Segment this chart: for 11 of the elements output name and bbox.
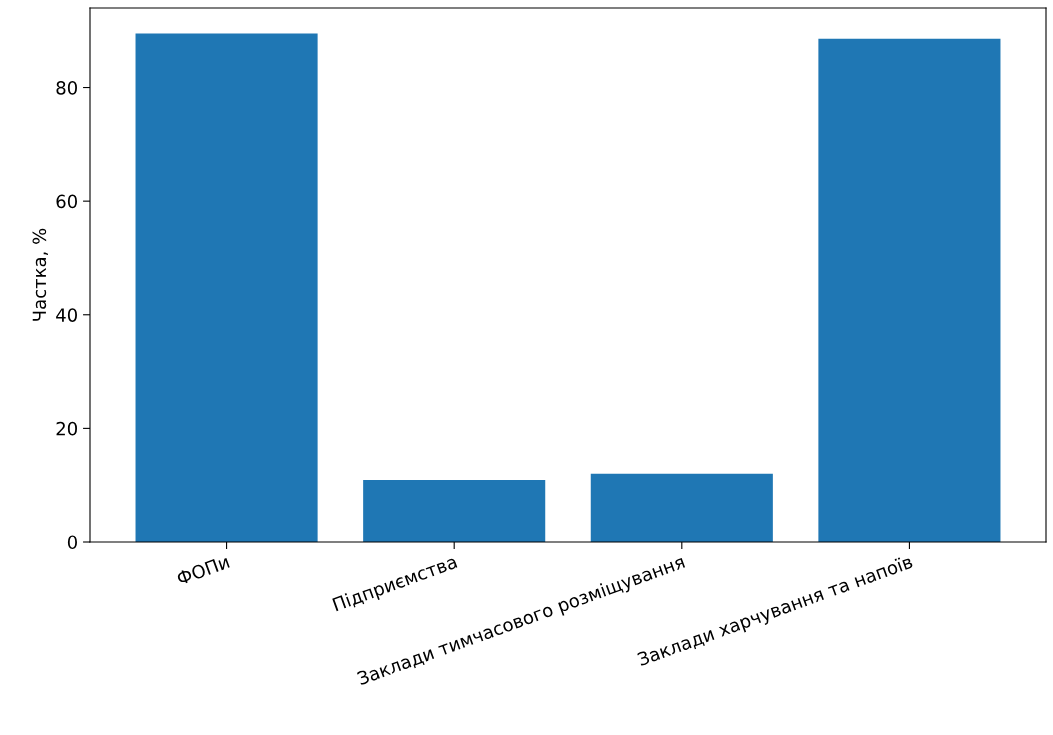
- y-tick-label: 20: [56, 421, 77, 436]
- y-tick-label: 40: [56, 308, 77, 322]
- bar: [590, 473, 773, 542]
- y-tick-label: 80: [56, 80, 77, 95]
- bar: [818, 38, 1001, 542]
- bar: [363, 480, 546, 542]
- bar: [135, 33, 318, 542]
- y-tick-label: 60: [56, 194, 77, 209]
- y-axis-title: Частка, %: [32, 228, 49, 321]
- x-tick-label: ФОПи: [175, 554, 230, 586]
- y-tick-label: 0: [67, 535, 77, 550]
